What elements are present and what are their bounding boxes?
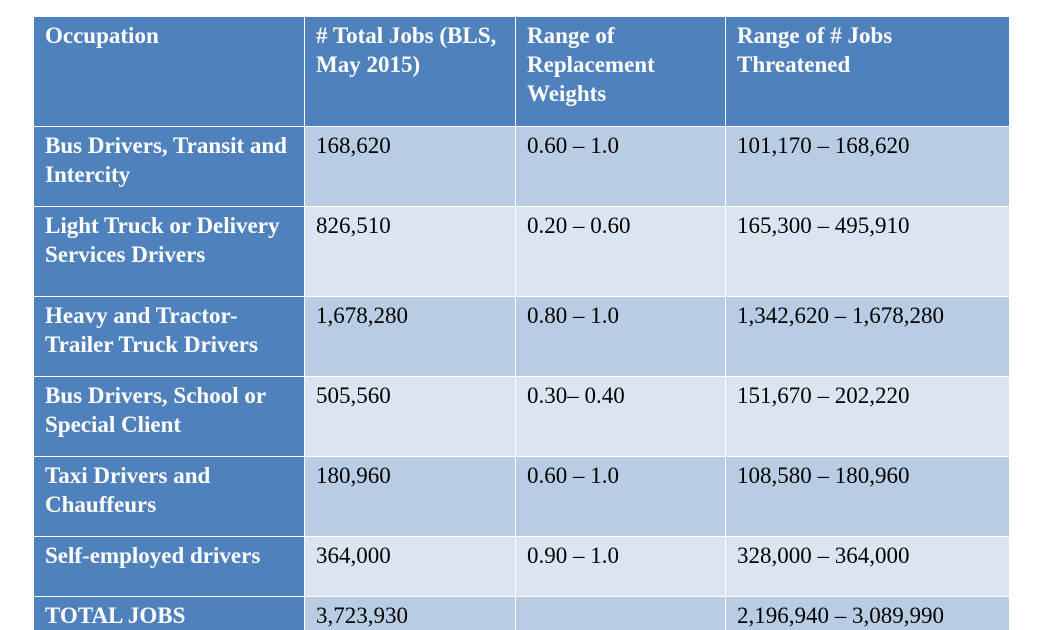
replacement-weights-cell: 0.30– 0.40 <box>515 376 726 457</box>
occupation-cell: TOTAL JOBS <box>33 596 305 630</box>
replacement-weights-cell: 0.80 – 1.0 <box>515 296 726 377</box>
table-header: Occupation # Total Jobs (BLS, May 2015) … <box>33 16 1010 127</box>
occupation-cell: Light Truck or Delivery Services Drivers <box>33 206 305 297</box>
table-row: Bus Drivers, Transit and Intercity 168,6… <box>33 126 1010 207</box>
total-jobs-cell: 1,678,280 <box>304 296 516 377</box>
occupation-cell: Bus Drivers, School or Special Client <box>33 376 305 457</box>
replacement-weights-cell: 0.60 – 1.0 <box>515 126 726 207</box>
total-jobs-cell: 168,620 <box>304 126 516 207</box>
table-row: Bus Drivers, School or Special Client 50… <box>33 376 1010 457</box>
header-replacement-weights: Range of Replacement Weights <box>515 16 726 127</box>
jobs-threatened-cell: 108,580 – 180,960 <box>725 456 1010 537</box>
occupation-cell: Bus Drivers, Transit and Intercity <box>33 126 305 207</box>
table-row: Self-employed drivers 364,000 0.90 – 1.0… <box>33 536 1010 597</box>
header-occupation: Occupation <box>33 16 305 127</box>
jobs-threatened-cell: 2,196,940 – 3,089,990 <box>725 596 1010 630</box>
total-jobs-cell: 505,560 <box>304 376 516 457</box>
table-row: Light Truck or Delivery Services Drivers… <box>33 206 1010 297</box>
jobs-threatened-cell: 1,342,620 – 1,678,280 <box>725 296 1010 377</box>
header-total-jobs: # Total Jobs (BLS, May 2015) <box>304 16 516 127</box>
occupation-cell: Taxi Drivers and Chauffeurs <box>33 456 305 537</box>
jobs-threatened-cell: 328,000 – 364,000 <box>725 536 1010 597</box>
occupation-cell: Heavy and Tractor-Trailer Truck Drivers <box>33 296 305 377</box>
table-row: Taxi Drivers and Chauffeurs 180,960 0.60… <box>33 456 1010 537</box>
replacement-weights-cell: 0.90 – 1.0 <box>515 536 726 597</box>
replacement-weights-cell <box>515 596 726 630</box>
header-row: Occupation # Total Jobs (BLS, May 2015) … <box>33 16 1010 127</box>
occupation-cell: Self-employed drivers <box>33 536 305 597</box>
jobs-threatened-cell: 151,670 – 202,220 <box>725 376 1010 457</box>
table-row: Heavy and Tractor-Trailer Truck Drivers … <box>33 296 1010 377</box>
total-jobs-cell: 364,000 <box>304 536 516 597</box>
total-row: TOTAL JOBS 3,723,930 2,196,940 – 3,089,9… <box>33 596 1010 630</box>
table-body: Bus Drivers, Transit and Intercity 168,6… <box>33 126 1010 630</box>
jobs-threatened-cell: 101,170 – 168,620 <box>725 126 1010 207</box>
jobs-threatened-table: Occupation # Total Jobs (BLS, May 2015) … <box>33 16 1010 630</box>
header-jobs-threatened: Range of # Jobs Threatened <box>725 16 1010 127</box>
total-jobs-cell: 826,510 <box>304 206 516 297</box>
total-jobs-cell: 180,960 <box>304 456 516 537</box>
replacement-weights-cell: 0.20 – 0.60 <box>515 206 726 297</box>
jobs-threatened-cell: 165,300 – 495,910 <box>725 206 1010 297</box>
replacement-weights-cell: 0.60 – 1.0 <box>515 456 726 537</box>
total-jobs-cell: 3,723,930 <box>304 596 516 630</box>
